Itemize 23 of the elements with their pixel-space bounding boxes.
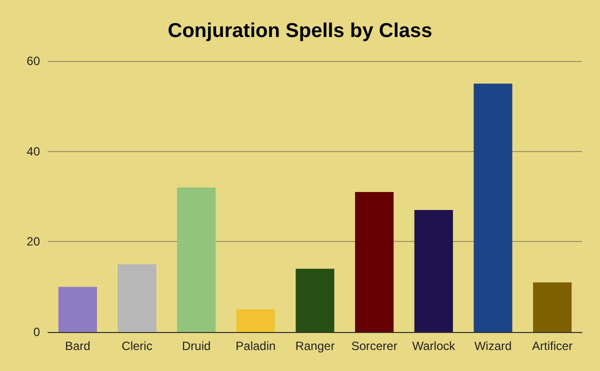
bar: [177, 187, 216, 332]
bar: [296, 268, 334, 332]
x-tick-label: Wizard: [474, 339, 512, 353]
bar: [58, 286, 97, 332]
bar: [118, 264, 156, 332]
y-tick-label: 60: [26, 54, 40, 68]
y-tick-label: 0: [33, 325, 40, 339]
x-tick-label: Cleric: [122, 339, 152, 353]
x-tick-label: Warlock: [412, 339, 456, 353]
y-tick-label: 20: [26, 234, 40, 249]
bar: [474, 84, 512, 332]
x-tick-label: Druid: [182, 339, 211, 353]
chart-title: Conjuration Spells by Class: [168, 20, 432, 42]
y-tick-label: 40: [26, 144, 40, 158]
bar: [533, 282, 572, 332]
x-tick-label: Artificer: [532, 339, 573, 353]
bar: [236, 309, 275, 332]
bar: [355, 192, 394, 332]
x-tick-label: Paladin: [236, 339, 276, 353]
x-tick-label: Bard: [64, 339, 90, 353]
x-tick-label: Sorcerer: [351, 339, 398, 353]
bar: [414, 210, 453, 332]
x-tick-label: Ranger: [295, 339, 335, 353]
